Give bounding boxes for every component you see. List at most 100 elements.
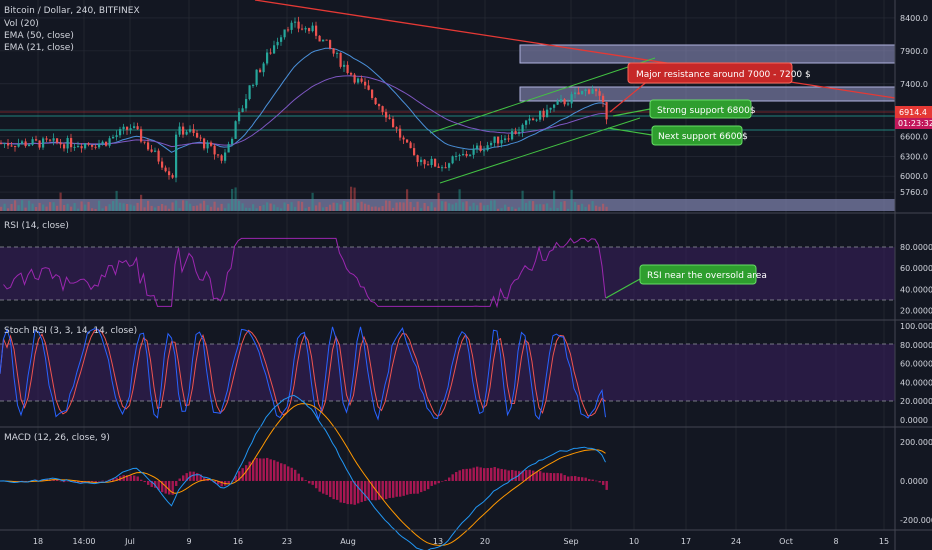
candle-body [161,161,164,168]
macd-hist-bar [140,479,143,481]
time-axis-label: 23 [282,537,292,546]
candle-body [122,126,125,130]
rsi-line [3,237,606,309]
candle-body [189,129,192,132]
macd-hist-bar [479,467,482,481]
candle-body [38,140,41,148]
macd-hist-bar [518,471,521,481]
main-legend[interactable]: Bitcoin / Dollar, 240, BITFINEX Vol (20)… [4,6,140,53]
price-axis[interactable]: 8400.07900.07400.07000.06600.06300.06000… [900,14,932,525]
macd-hist-bar [602,480,605,485]
macd-hist-bar [248,461,251,481]
candle-body [126,126,129,130]
volume-bar [133,205,136,211]
indicator-ema50-label: EMA (50, close) [4,31,74,41]
volume-bar [80,201,83,211]
volume-bar [325,206,328,211]
macd-pane[interactable] [0,394,608,550]
time-axis-label: 14:00 [72,537,95,546]
volume-bar [206,205,209,211]
candle-body [248,85,251,100]
stoch-band [0,344,895,401]
macd-hist-bar [458,470,461,481]
candle-body [420,159,423,163]
volume-bar [17,205,20,211]
rsi-callout[interactable]: RSI near the oversold area [605,264,767,299]
price-pane[interactable] [0,0,896,211]
volume-bar [385,200,388,211]
candle-body [521,124,524,132]
volume-bar [185,200,188,211]
volume-bar [140,194,143,211]
macd-hist-bar [136,476,139,481]
macd-hist-bar [210,480,213,481]
resistance-callout-box [627,62,793,84]
macd-hist-bar [143,480,146,483]
macd-hist-bar [283,464,286,481]
candle-body [322,39,325,42]
volume-bar [49,202,52,211]
volume-bar [357,202,360,211]
candle-body [563,99,566,105]
volume-bar [262,204,265,211]
volume-bar [588,204,591,211]
volume-bar [406,189,409,211]
volume-bar [455,202,458,211]
support1-callout[interactable]: Strong support 6800$ [612,99,756,119]
volume-bar [42,204,45,211]
channel-upper-line [429,57,656,134]
candle-body [416,155,419,163]
stoch-rsi-pane[interactable] [0,326,895,421]
volume-bar [595,205,598,211]
macd-hist-bar [539,471,542,481]
volume-bar [164,205,167,211]
volume-bar [528,200,531,211]
volume-bar [315,205,318,211]
macd-hist-bar [430,480,433,486]
candle-body [24,141,27,147]
volume-bar [38,202,41,211]
candle-body [164,167,167,172]
macd-hist-bar [105,480,108,482]
volume-bar [413,207,416,211]
volume-bar [143,207,146,211]
resistance-callout[interactable]: Major resistance around 7000 - 7200 $ [609,62,811,113]
candle-body [290,22,293,30]
macd-hist-bar [227,480,230,484]
candle-body [196,132,199,138]
price-axis-label: 6000.0 [900,172,928,181]
time-axis[interactable]: 18 14:00 Jul 9 16 23 Aug 13 20 Sep 10 17 24 Oct 8 15 [33,537,889,546]
candle-body [584,89,587,92]
candle-body [157,150,160,162]
volume-bar [255,208,258,211]
volume-bar [119,202,122,211]
volume-bar [472,202,475,211]
volume-bar [465,201,468,211]
macd-hist-bar [598,480,601,483]
volume-bar [59,192,62,211]
time-axis-label: Oct [779,537,793,546]
volume-bar [542,204,545,211]
candle-body [294,21,297,23]
macd-hist-bar [413,480,416,494]
stoch-d-line [0,328,606,417]
candle-body [283,29,286,38]
macd-hist-bar [381,480,384,500]
macd-pane-title: MACD (12, 26, close, 9) [4,433,110,443]
volume-bar [570,189,573,211]
candle-body [315,25,318,36]
candle-body [574,92,577,95]
macd-hist-bar [234,475,237,481]
candle-body [346,64,349,74]
candle-body [367,85,370,90]
candle-body [31,139,34,145]
candle-body [63,144,66,149]
price-axis-label: 6600.0 [900,133,928,142]
candle-body [462,153,465,156]
macd-line [0,394,606,550]
support2-callout[interactable]: Next support 6600$ [607,125,748,146]
candle-body [451,156,454,164]
macd-hist-bar [185,473,188,481]
countdown-value: 01:23:32 [898,119,932,128]
